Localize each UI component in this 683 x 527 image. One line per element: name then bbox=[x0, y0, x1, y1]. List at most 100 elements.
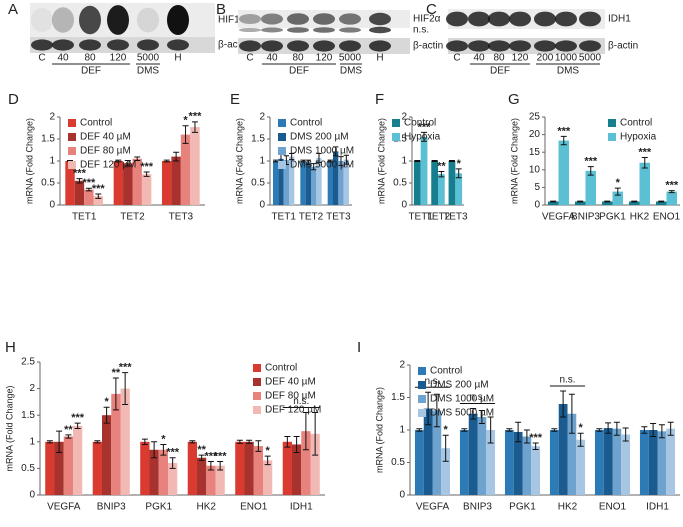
error-bar bbox=[327, 159, 334, 163]
error-bar bbox=[288, 153, 295, 161]
bar bbox=[161, 161, 172, 205]
bar bbox=[574, 201, 586, 205]
x-tick-label: PGK1 bbox=[145, 502, 172, 513]
lane-label: 5000 bbox=[339, 53, 362, 64]
band-label: HIF2α bbox=[413, 14, 441, 25]
bar bbox=[283, 160, 289, 205]
bar bbox=[547, 201, 559, 205]
bar bbox=[278, 158, 284, 205]
legend-label: Control bbox=[265, 363, 297, 374]
bar bbox=[54, 441, 64, 495]
blot-band bbox=[261, 27, 283, 33]
error-bar bbox=[302, 412, 309, 451]
bar bbox=[639, 162, 651, 205]
blot-band bbox=[287, 13, 309, 25]
x-tick-label: TET1 bbox=[408, 212, 433, 223]
significance: *** bbox=[119, 362, 133, 374]
legend-swatch bbox=[608, 119, 616, 127]
bar bbox=[431, 161, 438, 205]
bar bbox=[316, 157, 322, 205]
x-tick-label: TET2 bbox=[299, 212, 324, 223]
significance: *** bbox=[214, 450, 228, 462]
y-tick-label: 0 bbox=[534, 200, 540, 211]
bar bbox=[93, 196, 104, 205]
bar bbox=[63, 436, 74, 495]
lane-label: 40 bbox=[473, 53, 485, 64]
significance: * bbox=[104, 396, 109, 408]
y-tick-label: 1 bbox=[399, 425, 405, 436]
bar bbox=[477, 417, 487, 495]
legend-swatch bbox=[278, 119, 286, 127]
error-bar bbox=[311, 163, 317, 171]
bar bbox=[273, 161, 279, 205]
y-axis-label: mRNA (Fold Change) bbox=[374, 387, 384, 473]
lane-label: C bbox=[246, 53, 253, 64]
bar bbox=[423, 408, 433, 495]
error-bar bbox=[312, 412, 319, 456]
error-bar bbox=[550, 200, 557, 203]
significance: *** bbox=[584, 156, 598, 168]
bar bbox=[432, 410, 442, 495]
bar bbox=[282, 441, 292, 495]
error-bar bbox=[76, 178, 83, 184]
significance: ** bbox=[197, 444, 206, 456]
error-bar bbox=[94, 440, 101, 444]
band-label: n.s. bbox=[413, 25, 429, 36]
y-tick-label: 0 bbox=[29, 490, 35, 501]
error-bar bbox=[160, 443, 167, 456]
error-bar bbox=[173, 151, 180, 162]
blot-band bbox=[107, 39, 129, 51]
bar bbox=[180, 134, 191, 205]
significance: *** bbox=[166, 447, 180, 459]
x-tick-label: BNIP3 bbox=[97, 502, 126, 513]
blot-band bbox=[579, 40, 601, 52]
x-tick-label: TET2 bbox=[426, 212, 451, 223]
y-tick-label: 2 bbox=[49, 112, 55, 123]
y-tick-label: 2 bbox=[401, 112, 407, 123]
bar bbox=[305, 162, 311, 205]
legend-label: Control bbox=[80, 118, 112, 129]
bar bbox=[235, 441, 245, 495]
error-bar bbox=[414, 160, 421, 162]
bar bbox=[655, 201, 667, 205]
error-bar bbox=[551, 428, 558, 432]
group-label: DMS bbox=[340, 66, 363, 77]
bar bbox=[414, 430, 424, 495]
bar bbox=[639, 430, 649, 495]
error-bar bbox=[124, 160, 131, 167]
error-bar bbox=[658, 200, 665, 203]
legend-swatch bbox=[418, 381, 426, 389]
legend-label: DMS 200 µM bbox=[430, 380, 489, 391]
bar bbox=[338, 161, 344, 205]
error-bar bbox=[455, 168, 462, 179]
blot-band bbox=[313, 40, 335, 52]
y-tick-label: 25 bbox=[529, 112, 541, 123]
blot-band bbox=[261, 40, 283, 52]
error-bar bbox=[56, 430, 63, 453]
lane-label: 40 bbox=[57, 53, 69, 64]
x-tick-label: VEGFA bbox=[47, 502, 81, 513]
legend-swatch bbox=[278, 133, 286, 141]
bar bbox=[413, 161, 421, 205]
error-bar bbox=[333, 146, 339, 157]
legend-swatch bbox=[278, 161, 286, 169]
bar bbox=[196, 457, 207, 495]
panel-letter: F bbox=[375, 91, 384, 108]
error-bar bbox=[189, 440, 196, 444]
error-bar bbox=[641, 156, 648, 169]
blot-band bbox=[488, 11, 510, 27]
error-bar bbox=[255, 440, 262, 452]
bar bbox=[612, 428, 622, 495]
legend-label: Hypoxia bbox=[404, 132, 441, 143]
significance: * bbox=[266, 445, 271, 457]
bar bbox=[74, 180, 85, 205]
lane-label: C bbox=[38, 53, 45, 64]
error-bar bbox=[169, 457, 176, 469]
blot-band bbox=[31, 39, 53, 51]
bar bbox=[333, 151, 339, 205]
group-label: DEF bbox=[81, 66, 101, 77]
y-axis-label: mRNA (Fold Change) bbox=[234, 118, 244, 204]
significance: * bbox=[444, 424, 449, 436]
error-bar bbox=[95, 193, 102, 199]
lane-label: 80 bbox=[84, 53, 96, 64]
